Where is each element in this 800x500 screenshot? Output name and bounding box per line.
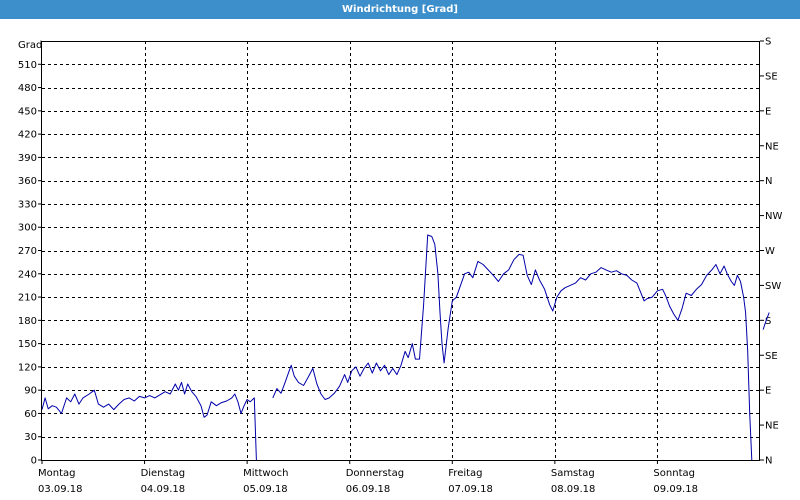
y-tick-label: 0 [31, 456, 37, 467]
x-tick-day-label: Sonntag [653, 468, 695, 479]
compass-tick-label: SW [765, 281, 781, 292]
y-tick-label: 60 [24, 409, 37, 420]
y-tick-label: 30 [24, 432, 37, 443]
x-tick-date-label: 05.09.18 [243, 484, 288, 495]
y-tick-label: 240 [18, 269, 37, 280]
y-tick-label: 120 [18, 362, 37, 373]
x-tick-day-label: Samstag [551, 468, 595, 479]
chart-title-bar: Windrichtung [Grad] [0, 0, 800, 19]
chart-title: Windrichtung [Grad] [342, 4, 458, 15]
plot-frame [41, 41, 760, 461]
compass-tick-label: NE [765, 421, 779, 432]
compass-tick-label: SE [765, 71, 778, 82]
y-axis-right-ticks: N NE E SE S SW W NW N NE E SE S [760, 37, 782, 467]
y-tick-label: 480 [18, 83, 37, 94]
x-tick-date-label: 09.09.18 [653, 484, 698, 495]
series-line-segment [762, 312, 770, 330]
y-axis-unit-label: Grad [18, 40, 42, 51]
y-tick-label: 150 [18, 339, 37, 350]
x-tick-day-label: Donnerstag [346, 468, 404, 479]
compass-tick-label: S [765, 316, 771, 327]
compass-tick-label: N [765, 456, 772, 467]
x-tick-date-label: 03.09.18 [38, 484, 83, 495]
chart-grid [42, 41, 760, 460]
x-tick-date-label: 06.09.18 [346, 484, 391, 495]
compass-tick-label: SE [765, 351, 778, 362]
y-tick-label: 180 [18, 316, 37, 327]
y-axis-left-ticks: 0 30 60 90 120 150 180 210 240 270 300 330 360 390 420… [18, 60, 42, 467]
compass-tick-label: W [765, 246, 775, 257]
series-line-segment [41, 381, 257, 461]
y-tick-label: 270 [18, 246, 37, 257]
x-tick-date-label: 04.09.18 [141, 484, 186, 495]
x-tick-day-label: Dienstag [141, 468, 186, 479]
compass-tick-label: NE [765, 141, 779, 152]
x-axis-ticks: Montag 03.09.18 Dienstag 04.09.18 Mittwoch 05… [38, 460, 698, 495]
x-tick-day-label: Freitag [448, 468, 482, 479]
y-tick-label: 420 [18, 130, 37, 141]
x-tick-date-label: 08.09.18 [551, 484, 596, 495]
wind-direction-series [41, 234, 770, 461]
x-tick-day-label: Montag [38, 468, 75, 479]
compass-tick-label: E [765, 106, 771, 117]
series-line-segment [272, 234, 753, 461]
compass-tick-label: NW [765, 211, 782, 222]
compass-tick-label: E [765, 386, 771, 397]
x-tick-day-label: Mittwoch [243, 468, 288, 479]
y-tick-label: 90 [24, 386, 37, 397]
y-tick-label: 450 [18, 106, 37, 117]
y-tick-label: 390 [18, 153, 37, 164]
compass-tick-label: S [765, 37, 771, 48]
x-tick-date-label: 07.09.18 [448, 484, 493, 495]
y-tick-label: 330 [18, 199, 37, 210]
y-tick-label: 510 [18, 60, 37, 71]
y-tick-label: 360 [18, 176, 37, 187]
compass-tick-label: N [765, 176, 772, 187]
y-tick-label: 210 [18, 293, 37, 304]
y-tick-label: 300 [18, 223, 37, 234]
